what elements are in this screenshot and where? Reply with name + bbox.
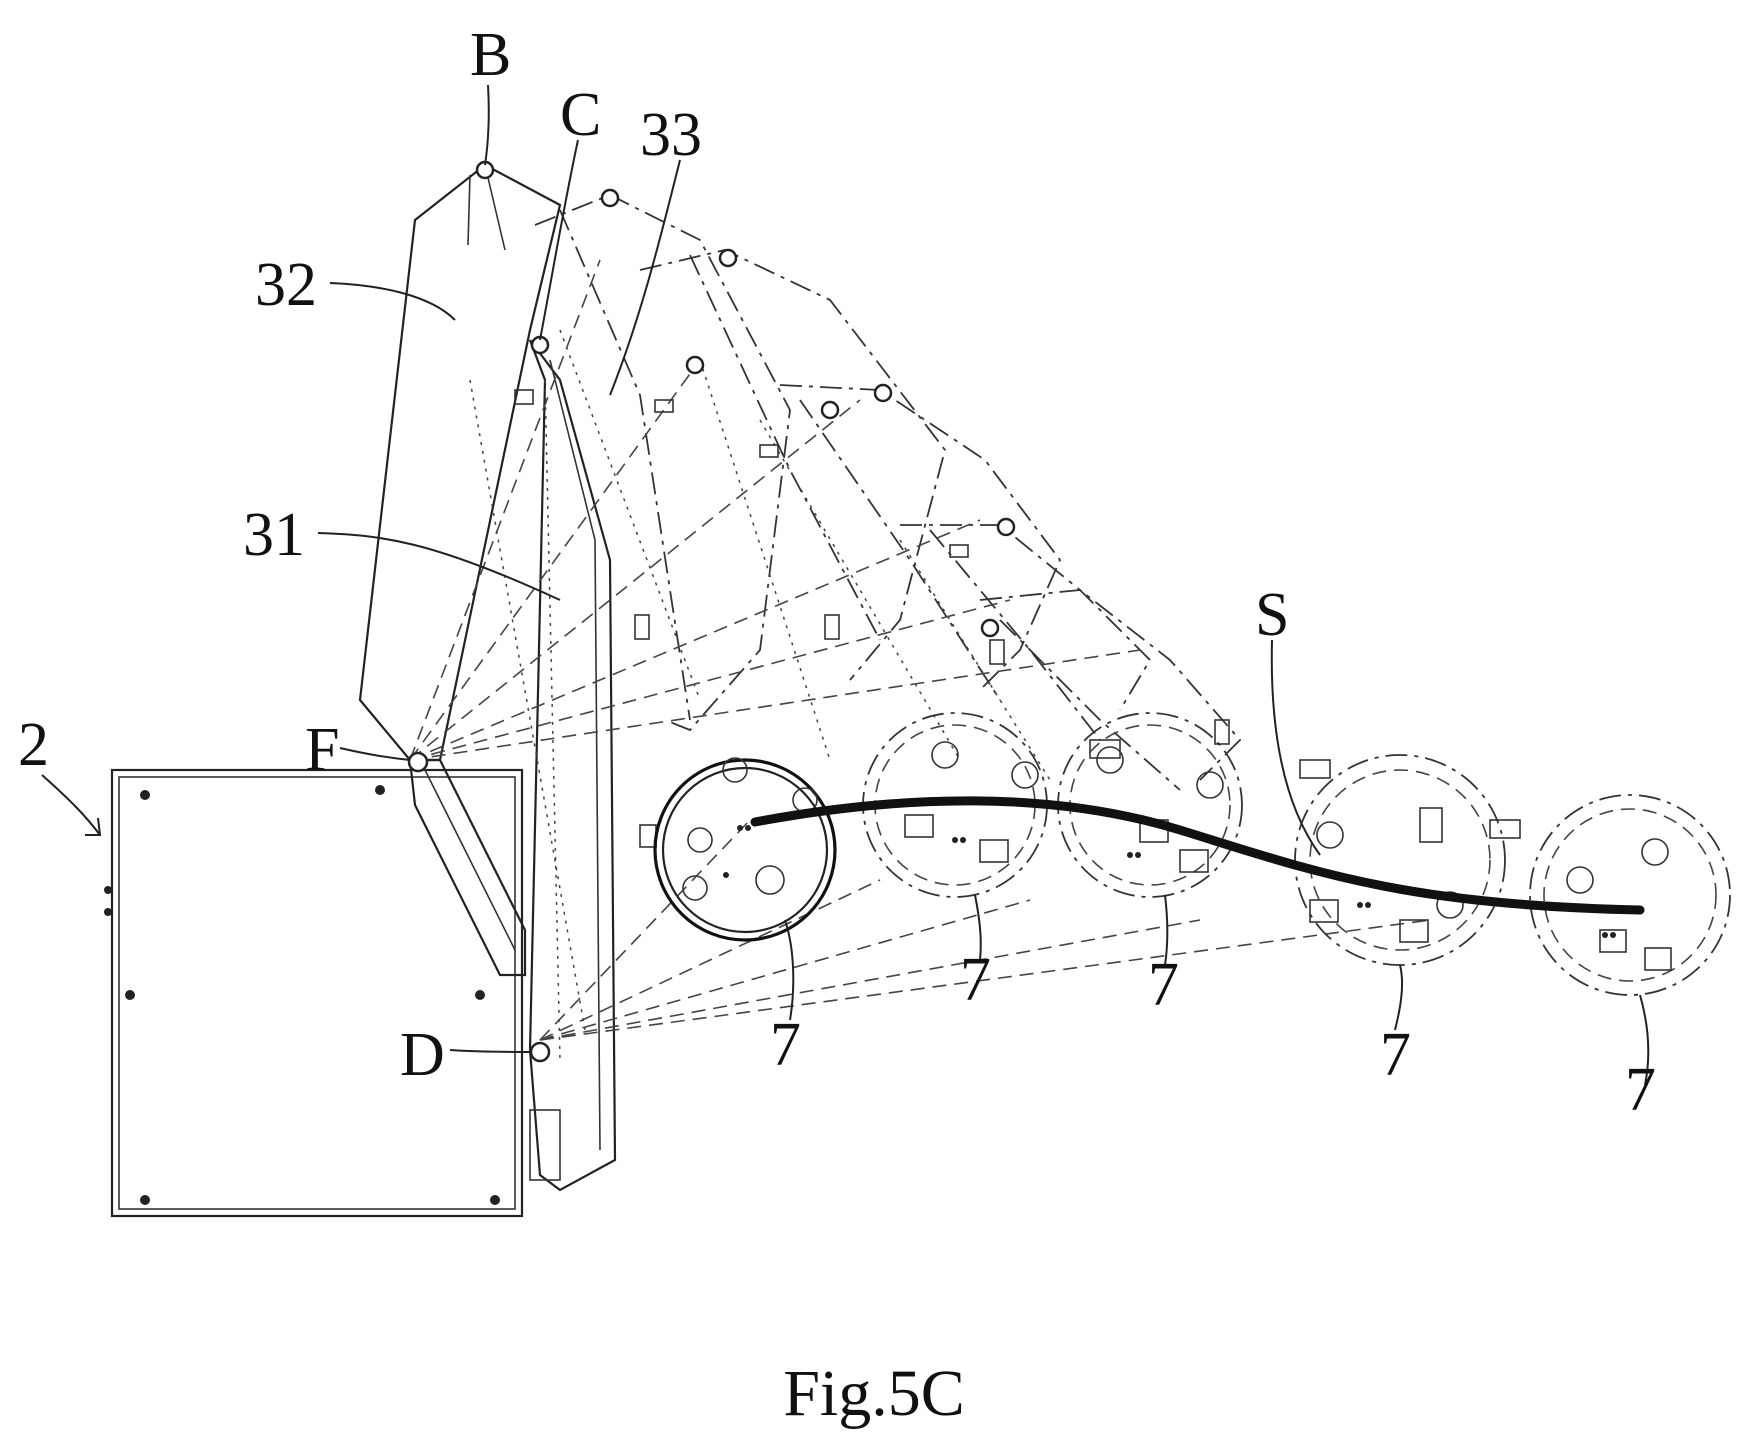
label-wheel-3: 7: [1148, 951, 1179, 1019]
label-wheel-1: 7: [770, 1011, 801, 1079]
figure-caption: Fig.5C: [783, 1357, 965, 1430]
label-f: F: [305, 716, 339, 784]
label-wheel-4: 7: [1380, 1021, 1411, 1089]
pin-d: [531, 1043, 549, 1061]
label-31: 31: [243, 501, 305, 569]
label-33: 33: [640, 101, 702, 169]
label-wheel-5: 7: [1625, 1056, 1656, 1124]
label-d: D: [400, 1021, 445, 1089]
label-s: S: [1255, 581, 1289, 649]
label-2: 2: [18, 711, 49, 779]
pin-f: [409, 753, 427, 771]
label-wheel-2: 7: [960, 946, 991, 1014]
arm-31-solid: [515, 340, 615, 1190]
label-b: B: [470, 21, 511, 89]
trajectory-s: [755, 801, 1640, 910]
ghost-arms: [410, 195, 1520, 1060]
arm-32-solid: [360, 165, 560, 760]
label-c: C: [560, 81, 601, 149]
leader-lines: [42, 85, 1648, 1085]
link-bar: [410, 760, 525, 975]
wheel-5: [1530, 795, 1730, 995]
pivot-pins: [409, 162, 1014, 1061]
wheel-1: [655, 758, 835, 940]
label-32: 32: [255, 251, 317, 319]
